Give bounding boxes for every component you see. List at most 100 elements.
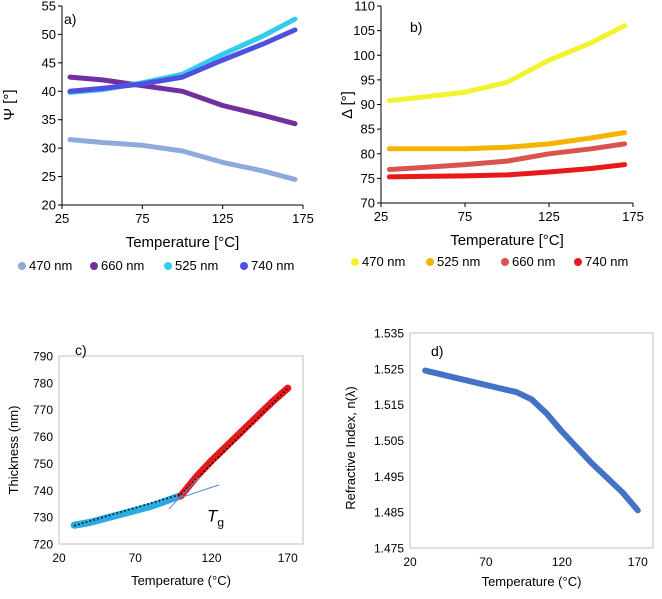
x-tick-label: 170 bbox=[628, 555, 648, 569]
panel-d: 1.475 1.485 1.495 1.505 1.515 1.525 1.535 20 70 1… bbox=[343, 327, 654, 589]
legend-label: 660 nm bbox=[512, 254, 555, 269]
series-line bbox=[67, 74, 298, 127]
y-tick-label: 45 bbox=[42, 55, 56, 70]
legend-label: 740 nm bbox=[585, 254, 628, 269]
series-line bbox=[386, 162, 628, 180]
y-tick-label: 790 bbox=[33, 350, 53, 364]
y-tick-label: 1.505 bbox=[374, 434, 404, 448]
series-line bbox=[386, 141, 628, 172]
legend-marker bbox=[164, 262, 172, 270]
y-axis-title: Ψ [°] bbox=[1, 89, 18, 120]
y-tick-label: 40 bbox=[42, 84, 56, 99]
y-axis-title: Δ [°] bbox=[339, 91, 356, 119]
x-axis-title: Temperature [°C] bbox=[126, 234, 240, 251]
legend-label: 470 nm bbox=[29, 258, 72, 273]
legend-marker bbox=[18, 262, 26, 270]
y-tick-label: 770 bbox=[33, 403, 53, 417]
legend-label: 660 nm bbox=[101, 258, 144, 273]
y-tick-label: 85 bbox=[361, 122, 375, 137]
x-tick-label: 70 bbox=[129, 551, 143, 565]
legend-marker bbox=[501, 258, 509, 266]
tangent-line bbox=[157, 484, 220, 506]
y-tick-label: 1.495 bbox=[374, 470, 404, 484]
y-tick-label: 750 bbox=[33, 457, 53, 471]
y-tick-label: 1.525 bbox=[374, 362, 404, 376]
panel-label: a) bbox=[64, 11, 76, 27]
y-tick-label: 1.535 bbox=[374, 327, 404, 341]
series-line bbox=[386, 23, 628, 104]
y-tick-label: 100 bbox=[353, 48, 375, 63]
y-tick-label: 730 bbox=[33, 511, 53, 525]
tg-subscript: g bbox=[217, 516, 224, 530]
plot-border bbox=[58, 355, 304, 545]
y-axis-title: Refractive Index, n(λ) bbox=[343, 386, 358, 510]
x-tick-label: 20 bbox=[403, 555, 417, 569]
x-tick-label: 75 bbox=[135, 211, 149, 226]
x-tick-label: 25 bbox=[55, 211, 69, 226]
x-tick-label: 175 bbox=[622, 209, 644, 224]
y-tick-label: 1.515 bbox=[374, 398, 404, 412]
x-tick-label: 75 bbox=[458, 209, 472, 224]
fit-line bbox=[74, 493, 182, 527]
legend-label: 525 nm bbox=[175, 258, 218, 273]
y-tick-label: 780 bbox=[33, 376, 53, 390]
panel-label: c) bbox=[75, 342, 87, 358]
x-axis-title: Temperature [°C] bbox=[450, 232, 564, 249]
legend-label: 740 nm bbox=[251, 258, 294, 273]
legend: 470 nm 660 nm 525 nm 740 nm bbox=[18, 258, 294, 273]
series-line bbox=[386, 130, 628, 152]
y-tick-label: 30 bbox=[42, 141, 56, 156]
x-axis-title: Temperature (°C) bbox=[482, 574, 582, 589]
y-tick-label: 20 bbox=[42, 198, 56, 213]
y-tick-label: 90 bbox=[361, 97, 375, 112]
legend-marker bbox=[351, 258, 359, 266]
plot-border bbox=[409, 332, 654, 549]
legend-marker bbox=[426, 258, 434, 266]
tg-annotation: Tg bbox=[207, 507, 224, 530]
data-point bbox=[284, 384, 292, 392]
tangent-line bbox=[168, 476, 200, 510]
fit-line bbox=[180, 387, 289, 495]
y-tick-label: 110 bbox=[354, 0, 375, 14]
x-tick-label: 120 bbox=[201, 551, 221, 565]
y-tick-label: 760 bbox=[33, 430, 53, 444]
series-line bbox=[67, 137, 298, 182]
x-axis-title: Temperature (°C) bbox=[131, 573, 231, 588]
series-line bbox=[422, 367, 641, 514]
y-axis-title: Thickness (nm) bbox=[6, 406, 21, 495]
x-tick-label: 20 bbox=[52, 551, 66, 565]
y-tick-label: 50 bbox=[42, 27, 56, 42]
y-tick-label: 95 bbox=[361, 72, 375, 87]
y-tick-label: 720 bbox=[33, 538, 53, 552]
series-line bbox=[67, 27, 298, 94]
legend: 470 nm 525 nm 660 nm 740 nm bbox=[351, 254, 628, 269]
y-tick-label: 55 bbox=[42, 0, 56, 14]
y-tick-label: 70 bbox=[361, 196, 375, 211]
x-tick-label: 125 bbox=[212, 211, 234, 226]
x-tick-label: 125 bbox=[538, 209, 560, 224]
y-tick-label: 1.475 bbox=[374, 542, 404, 556]
y-tick-label: 25 bbox=[42, 169, 56, 184]
x-tick-label: 170 bbox=[278, 551, 298, 565]
panel-b: 70 75 80 85 90 95 100 105 110 25 75 125 175 Temperatu… bbox=[339, 0, 644, 269]
legend-label: 470 nm bbox=[362, 254, 405, 269]
x-tick-label: 70 bbox=[479, 555, 493, 569]
y-tick-label: 80 bbox=[361, 146, 375, 161]
legend-marker bbox=[90, 262, 98, 270]
y-tick-label: 1.485 bbox=[374, 506, 404, 520]
x-tick-label: 175 bbox=[292, 211, 314, 226]
y-tick-label: 35 bbox=[42, 112, 56, 127]
legend-label: 525 nm bbox=[437, 254, 480, 269]
panel-c: 720 730 740 750 760 770 780 790 20 70 120 170 Temper… bbox=[6, 342, 304, 588]
panel-label: d) bbox=[431, 343, 443, 359]
legend-marker bbox=[240, 262, 248, 270]
y-tick-label: 105 bbox=[353, 23, 375, 38]
x-tick-label: 25 bbox=[374, 209, 388, 224]
legend-marker bbox=[574, 258, 582, 266]
x-tick-label: 120 bbox=[552, 555, 572, 569]
panel-label: b) bbox=[410, 19, 422, 35]
y-tick-label: 75 bbox=[361, 171, 375, 186]
y-tick-label: 740 bbox=[33, 484, 53, 498]
